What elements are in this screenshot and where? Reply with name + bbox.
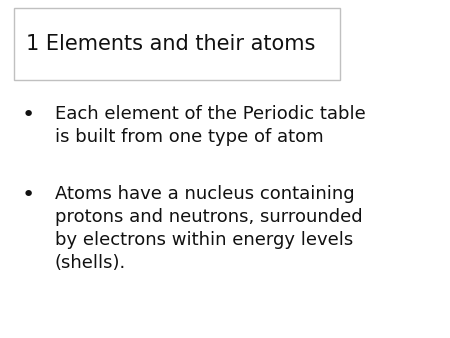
Text: Atoms have a nucleus containing
protons and neutrons, surrounded
by electrons wi: Atoms have a nucleus containing protons … — [55, 185, 363, 272]
Text: Each element of the Periodic table
is built from one type of atom: Each element of the Periodic table is bu… — [55, 105, 366, 146]
Text: •: • — [22, 105, 35, 125]
Text: •: • — [22, 185, 35, 205]
Bar — [14, 8, 340, 80]
Text: 1 Elements and their atoms: 1 Elements and their atoms — [26, 34, 315, 54]
